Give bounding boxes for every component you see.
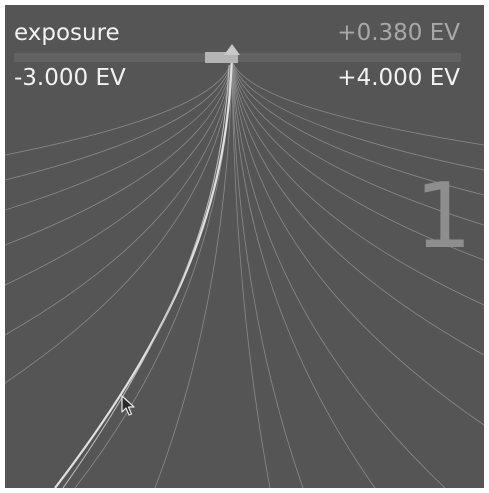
fan-line (231, 59, 446, 488)
fan-line (231, 59, 484, 356)
fan-line (231, 59, 484, 261)
step-indicator: 1 (414, 164, 472, 269)
fan-line (5, 59, 233, 156)
fine-tune-curve (54, 56, 234, 488)
fan-line (154, 59, 233, 488)
fan-line (231, 59, 484, 226)
slider-value[interactable]: +0.380 EV (337, 20, 460, 46)
slider-min-label: -3.000 EV (14, 65, 126, 91)
fan-line (231, 59, 484, 146)
slider-handle-icon[interactable] (224, 44, 240, 55)
fan-line (231, 59, 484, 426)
fan-line (5, 59, 233, 181)
fan-line (231, 59, 484, 306)
fan-line (231, 59, 304, 488)
fan-line (231, 59, 484, 171)
fan-line (231, 59, 271, 488)
fan-line (231, 59, 484, 196)
mouse-pointer-icon (121, 395, 135, 416)
fine-tune-curve-shadow (62, 64, 230, 488)
exposure-slider-popup[interactable]: exposure +0.380 EV -3.000 EV +4.000 EV 1 (5, 5, 484, 488)
fan-line (231, 59, 376, 488)
fan-line (5, 59, 233, 211)
fan-line (74, 59, 233, 488)
fan-line (5, 59, 233, 286)
slider-fill (205, 52, 238, 63)
fan-line (5, 59, 233, 384)
slider-max-label: +4.000 EV (337, 65, 460, 91)
slider-label: exposure (14, 20, 120, 46)
fan-line (5, 59, 233, 246)
fine-tune-fan[interactable] (5, 5, 484, 488)
fan-line (5, 59, 233, 336)
